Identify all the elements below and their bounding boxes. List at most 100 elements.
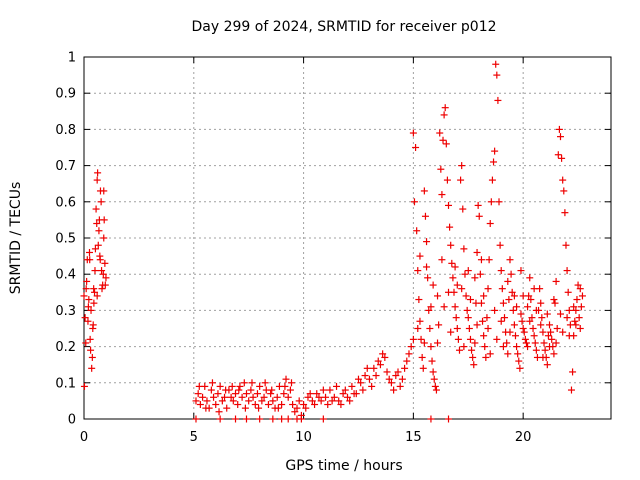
- data-point: [524, 343, 532, 351]
- data-point: [348, 382, 356, 390]
- data-point: [341, 386, 349, 394]
- data-point: [572, 321, 580, 329]
- data-point: [466, 296, 474, 304]
- data-point: [357, 379, 365, 387]
- data-point: [100, 234, 108, 242]
- data-point: [559, 176, 567, 184]
- data-point: [414, 325, 422, 332]
- data-point: [510, 292, 518, 300]
- data-point: [463, 306, 471, 314]
- data-point: [434, 339, 442, 347]
- data-point: [249, 393, 257, 401]
- data-point: [335, 397, 343, 405]
- data-point: [385, 375, 393, 383]
- data-point: [496, 241, 504, 249]
- data-point: [267, 390, 275, 398]
- data-point: [415, 296, 423, 304]
- data-point: [427, 415, 435, 423]
- data-point: [274, 404, 282, 412]
- data-point: [317, 397, 325, 405]
- data-point: [464, 314, 472, 322]
- data-point: [524, 303, 532, 311]
- data-point: [222, 386, 230, 394]
- data-point: [409, 129, 417, 137]
- data-point: [441, 104, 449, 112]
- data-point: [574, 281, 582, 289]
- data-point: [484, 285, 492, 293]
- data-point: [547, 328, 555, 336]
- data-point: [519, 292, 527, 300]
- data-point: [520, 328, 528, 336]
- data-point: [470, 361, 478, 369]
- data-point: [431, 382, 439, 390]
- data-point: [295, 397, 303, 405]
- data-point: [513, 303, 521, 311]
- data-points: [80, 60, 586, 423]
- data-point: [269, 397, 277, 405]
- data-point: [414, 267, 422, 275]
- data-point: [98, 285, 106, 293]
- data-point: [510, 321, 518, 329]
- data-point: [87, 346, 95, 354]
- data-point: [346, 397, 354, 405]
- data-point: [390, 386, 398, 394]
- data-point: [471, 339, 479, 347]
- data-point: [440, 303, 448, 311]
- data-point: [543, 310, 551, 318]
- data-point: [427, 303, 435, 311]
- data-point: [350, 390, 358, 398]
- y-tick-label: 0.1: [55, 376, 76, 391]
- data-point: [311, 401, 319, 409]
- data-point: [569, 368, 577, 376]
- data-point: [101, 259, 109, 267]
- data-point: [445, 201, 453, 209]
- data-point: [260, 393, 268, 401]
- data-point: [493, 71, 501, 79]
- data-point: [202, 404, 210, 412]
- data-point: [253, 390, 261, 398]
- data-point: [359, 386, 367, 394]
- data-point: [232, 390, 240, 398]
- data-point: [486, 220, 494, 228]
- data-point: [251, 401, 259, 409]
- data-point: [417, 335, 425, 343]
- data-point: [96, 256, 104, 264]
- axis-ticks: [83, 56, 611, 420]
- data-point: [550, 350, 558, 358]
- data-point: [365, 375, 373, 383]
- data-point: [416, 317, 424, 325]
- data-point: [546, 343, 554, 351]
- data-point: [571, 317, 579, 325]
- data-point: [192, 397, 200, 405]
- data-point: [490, 158, 498, 166]
- data-point: [93, 220, 101, 228]
- data-point: [94, 169, 102, 177]
- data-point: [436, 129, 444, 137]
- axis-tick-labels: 00.10.20.30.40.50.60.70.80.910 5 10 15 20: [55, 51, 531, 446]
- data-point: [370, 364, 378, 372]
- data-point: [501, 314, 509, 322]
- data-point: [374, 357, 382, 365]
- data-point: [473, 248, 481, 256]
- data-point: [293, 404, 301, 412]
- data-point: [575, 314, 583, 322]
- data-point: [464, 267, 472, 275]
- x-tick-label: 10: [295, 430, 312, 445]
- data-point: [86, 256, 94, 264]
- data-point: [221, 393, 229, 401]
- data-point: [273, 393, 281, 401]
- data-point: [469, 353, 477, 361]
- data-point: [192, 415, 200, 423]
- data-point: [229, 397, 237, 405]
- data-point: [95, 227, 103, 235]
- data-point: [482, 353, 490, 361]
- data-point: [280, 390, 288, 398]
- data-point: [203, 397, 211, 405]
- data-point: [454, 335, 462, 343]
- data-point: [339, 390, 347, 398]
- data-point: [442, 140, 450, 148]
- data-point: [333, 382, 341, 390]
- data-point: [506, 328, 514, 336]
- data-point: [476, 270, 484, 278]
